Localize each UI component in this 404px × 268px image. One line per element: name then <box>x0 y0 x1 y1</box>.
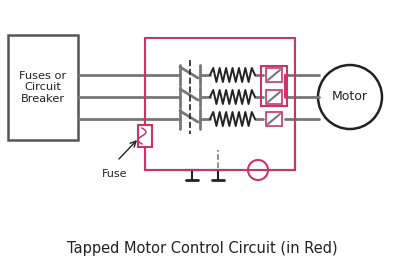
Bar <box>266 90 282 104</box>
Bar <box>138 125 152 147</box>
Bar <box>8 35 78 140</box>
Circle shape <box>248 160 268 180</box>
Bar <box>266 68 282 82</box>
Text: Fuse: Fuse <box>102 169 128 179</box>
Text: Fuses or
Circuit
Breaker: Fuses or Circuit Breaker <box>19 71 67 104</box>
Text: Tapped Motor Control Circuit (in Red): Tapped Motor Control Circuit (in Red) <box>67 240 337 255</box>
Bar <box>266 112 282 126</box>
Circle shape <box>318 65 382 129</box>
Text: Motor: Motor <box>332 91 368 103</box>
